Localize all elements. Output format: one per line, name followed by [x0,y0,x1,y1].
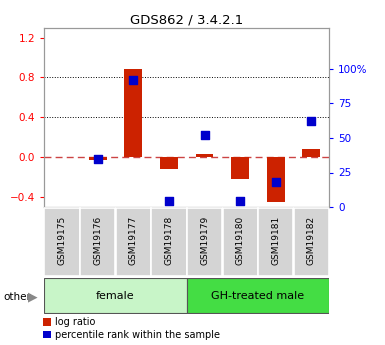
Legend: log ratio, percentile rank within the sample: log ratio, percentile rank within the sa… [44,317,220,340]
FancyBboxPatch shape [44,278,187,313]
FancyBboxPatch shape [80,208,116,276]
FancyBboxPatch shape [116,208,151,276]
Point [308,119,315,124]
Point [273,179,279,185]
FancyBboxPatch shape [294,208,329,276]
Bar [196,154,213,157]
FancyBboxPatch shape [187,208,222,276]
Bar [303,149,320,157]
Text: GSM19182: GSM19182 [307,216,316,265]
Text: GSM19181: GSM19181 [271,216,280,265]
Text: GSM19178: GSM19178 [164,216,173,265]
Point [237,199,243,204]
Text: GSM19179: GSM19179 [200,216,209,265]
Point [95,156,101,161]
FancyBboxPatch shape [223,208,258,276]
FancyBboxPatch shape [187,278,329,313]
Title: GDS862 / 3.4.2.1: GDS862 / 3.4.2.1 [130,13,243,27]
Text: female: female [96,291,135,301]
FancyBboxPatch shape [44,208,80,276]
Text: ▶: ▶ [28,290,37,303]
Text: GSM19180: GSM19180 [236,216,244,265]
FancyBboxPatch shape [151,208,187,276]
Bar [231,157,249,179]
Text: GSM19176: GSM19176 [93,216,102,265]
Bar [124,69,142,157]
Point [166,199,172,204]
Point [201,132,208,138]
Text: GSM19175: GSM19175 [58,216,67,265]
FancyBboxPatch shape [258,208,293,276]
Text: GH-treated male: GH-treated male [211,291,305,301]
Point [130,77,136,83]
Bar [160,157,178,169]
Bar [267,157,285,202]
Text: GSM19177: GSM19177 [129,216,138,265]
Bar [89,157,107,160]
Text: other: other [4,292,32,302]
